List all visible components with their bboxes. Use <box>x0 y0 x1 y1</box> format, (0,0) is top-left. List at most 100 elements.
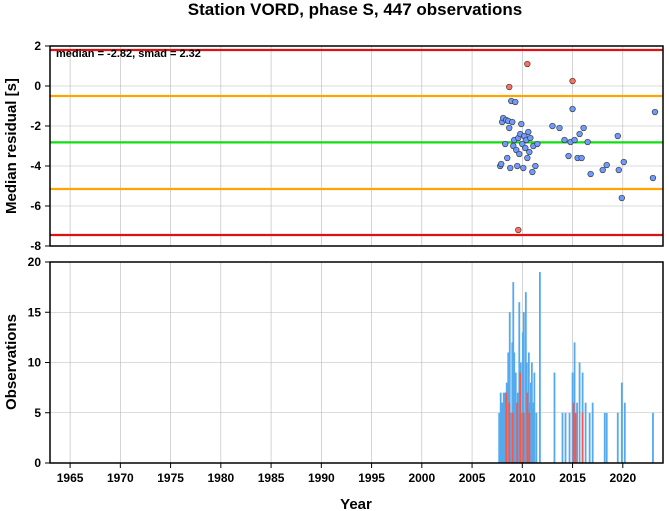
stats-annotation: median = -2.82, smad = 2.32 <box>56 48 201 60</box>
residual-point <box>524 154 531 162</box>
observation-bar <box>501 402 504 463</box>
x-tick-label: 2000 <box>408 471 435 485</box>
residual-point <box>651 108 659 116</box>
observation-bar <box>513 352 516 463</box>
residual-point <box>504 154 511 162</box>
observation-bar <box>526 392 529 463</box>
observation-bar <box>514 372 517 463</box>
top-y-axis-label: Median residual [s] <box>3 78 20 214</box>
reference-lines <box>50 48 663 237</box>
x-axis-label: Year <box>340 496 372 511</box>
observation-bar <box>511 342 514 463</box>
observation-bar <box>502 392 505 463</box>
residual-point <box>502 140 509 148</box>
bottom-y-tick-label: 20 <box>28 255 42 269</box>
residual-point <box>615 166 622 174</box>
top-y-tick-label: -8 <box>30 239 41 253</box>
top-y-tick-label: 0 <box>34 79 41 93</box>
residual-points <box>497 60 659 234</box>
residual-point <box>565 152 572 160</box>
observation-bar <box>507 352 510 463</box>
observation-bar <box>572 402 575 463</box>
observation-bar <box>623 402 626 463</box>
chart-title: Station VORD, phase S, 447 observations <box>188 0 522 19</box>
x-tick-label: 1985 <box>258 471 285 485</box>
observation-bar <box>578 362 581 463</box>
residual-point <box>587 170 594 178</box>
observation-bar <box>522 412 525 463</box>
residual-point <box>522 144 529 152</box>
residual-point <box>514 162 521 170</box>
residual-point <box>534 140 541 148</box>
observation-bar <box>516 402 519 463</box>
residual-point <box>571 136 578 144</box>
observation-bar <box>499 392 502 463</box>
residual-point <box>618 194 625 202</box>
observation-bar <box>508 312 511 463</box>
bottom-y-ticks: 0 5 10 15 20 <box>28 255 50 470</box>
observation-bar <box>581 412 584 463</box>
observation-bar <box>561 412 564 463</box>
bottom-plot-grid <box>50 261 663 464</box>
residual-point <box>549 122 556 130</box>
residual-point <box>525 128 532 136</box>
observation-bar <box>620 382 623 463</box>
bottom-y-tick-label: 15 <box>28 305 42 319</box>
residual-point <box>520 164 527 172</box>
residual-point <box>509 118 516 126</box>
residual-point <box>529 168 536 176</box>
observation-bar <box>520 412 523 463</box>
residual-point <box>515 226 522 234</box>
x-ticks: 1965 1970 1975 1980 1985 1990 1995 2000 2005 2010… <box>57 463 636 485</box>
observation-bar <box>588 412 591 463</box>
observation-bar <box>524 292 527 463</box>
residual-point <box>649 174 657 182</box>
observation-bar <box>574 412 577 463</box>
top-y-ticks: 2 0 -2 -4 -6 -8 <box>30 39 50 253</box>
observation-bar <box>535 412 538 463</box>
observation-bar <box>564 412 567 463</box>
bottom-y-tick-label: 5 <box>34 406 41 420</box>
observation-bar <box>521 332 524 463</box>
observation-bar <box>523 412 526 463</box>
observation-bar <box>568 412 571 463</box>
residual-point <box>556 124 563 132</box>
residual-point <box>569 105 576 113</box>
residual-point <box>603 161 610 169</box>
residual-point <box>584 138 591 146</box>
observation-bar <box>508 402 511 463</box>
residual-point <box>527 134 534 142</box>
x-tick-label: 2020 <box>609 471 636 485</box>
observation-bar <box>533 372 536 463</box>
observation-bar <box>511 412 514 463</box>
residual-point <box>498 160 505 168</box>
residual-point <box>614 132 621 140</box>
residual-point <box>518 120 525 128</box>
observation-bar <box>522 312 525 463</box>
x-tick-label: 1970 <box>107 471 134 485</box>
residual-point <box>576 130 583 138</box>
observation-bar <box>512 282 515 463</box>
x-tick-label: 2005 <box>459 471 486 485</box>
observation-bar <box>498 412 501 463</box>
observation-bar <box>518 302 521 463</box>
observation-bar <box>504 392 507 463</box>
residual-point <box>526 148 533 156</box>
bottom-y-axis-label: Observations <box>3 314 20 410</box>
top-plot-frame <box>49 45 664 247</box>
observation-bar <box>605 412 608 463</box>
residual-point <box>578 154 585 162</box>
x-tick-label: 1990 <box>308 471 335 485</box>
bottom-y-tick-label: 10 <box>28 356 42 370</box>
residual-point <box>561 136 568 144</box>
x-tick-label: 1975 <box>157 471 184 485</box>
x-tick-label: 1965 <box>57 471 84 485</box>
observation-bar <box>527 352 530 463</box>
residual-point <box>569 77 576 85</box>
top-y-tick-label: 2 <box>34 39 41 53</box>
x-tick-label: 1980 <box>207 471 234 485</box>
observation-bar <box>576 402 578 463</box>
residual-point <box>524 60 531 68</box>
observation-bar <box>571 372 574 463</box>
